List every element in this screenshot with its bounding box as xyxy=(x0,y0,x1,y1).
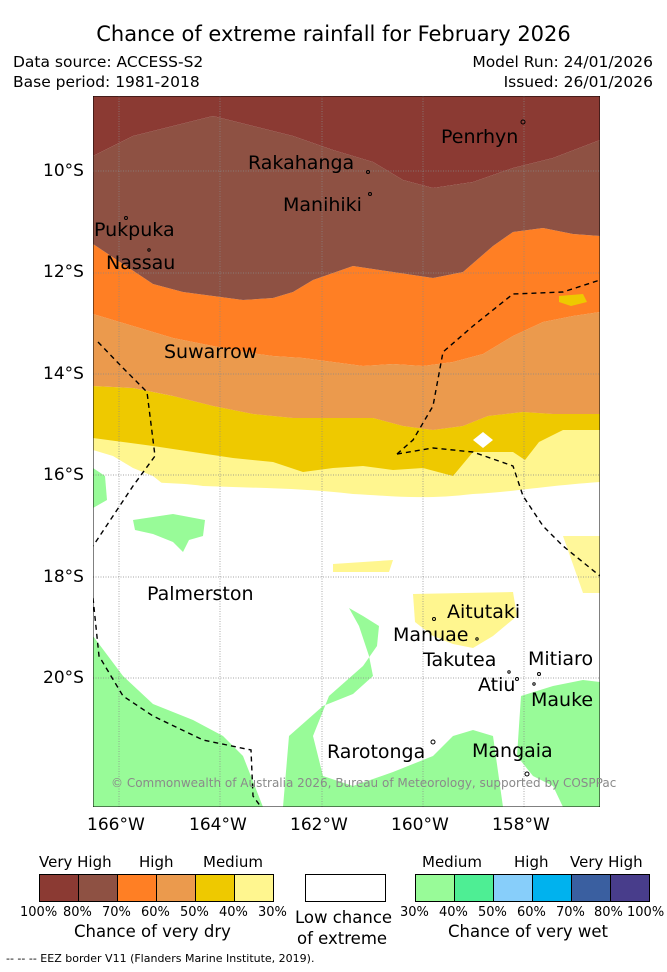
lat-tick-18s: 18°S xyxy=(43,567,84,587)
dry-pct-60: 60% xyxy=(141,905,170,920)
rainfall-map: © Commonwealth of Australia 2026, Bureau… xyxy=(92,95,616,808)
place-label-rakahanga: Rakahanga xyxy=(248,152,355,174)
wet-pct-80: 80% xyxy=(594,905,623,920)
map-title: Chance of extreme rainfall for February … xyxy=(96,22,571,46)
lon-tick-158w: 158°W xyxy=(492,815,550,835)
dry-swatch-6 xyxy=(235,875,273,901)
place-label-atiu: Atiu xyxy=(478,674,516,696)
wet-swatch-2 xyxy=(455,875,494,901)
dry-color-scale xyxy=(39,874,274,902)
dry-swatch-3 xyxy=(118,875,157,901)
dry-pct-80: 80% xyxy=(63,905,92,920)
lat-tick-10s: 10°S xyxy=(43,161,84,181)
data-source: Data source: ACCESS-S2 xyxy=(13,53,204,71)
wet-pct-60: 60% xyxy=(517,905,546,920)
wet-level-very-high: Very High xyxy=(570,853,643,871)
low-chance-caption-2: of extreme xyxy=(297,929,388,948)
place-label-penrhyn: Penrhyn xyxy=(441,126,519,148)
lat-tick-14s: 14°S xyxy=(43,364,84,384)
wet-pct-40: 40% xyxy=(439,905,468,920)
place-label-aitutaki: Aitutaki xyxy=(447,601,521,623)
wet-pct-70: 70% xyxy=(556,905,585,920)
wet-swatch-1 xyxy=(416,875,455,901)
base-period: Base period: 1981-2018 xyxy=(13,73,200,91)
place-label-manihiki: Manihiki xyxy=(283,194,362,216)
lon-tick-164w: 164°W xyxy=(189,815,247,835)
place-label-mauke: Mauke xyxy=(531,689,594,711)
dry-pct-50: 50% xyxy=(180,905,209,920)
wet-swatch-3 xyxy=(494,875,533,901)
wet-pct-30: 30% xyxy=(400,905,429,920)
place-label-rarotonga: Rarotonga xyxy=(327,741,426,763)
lat-tick-16s: 16°S xyxy=(43,465,84,485)
wet-level-medium: Medium xyxy=(422,853,482,871)
wet-pct-100: 100% xyxy=(627,905,665,920)
dry-level-high: High xyxy=(139,853,174,871)
eez-border-note: -- -- -- EEZ border V11 (Flanders Marine… xyxy=(6,952,315,965)
wet-level-high: High xyxy=(514,853,549,871)
place-label-mitiaro: Mitiaro xyxy=(528,648,594,670)
dry-pct-100: 100% xyxy=(20,905,58,920)
wet-swatch-6 xyxy=(611,875,649,901)
lon-tick-162w: 162°W xyxy=(290,815,348,835)
map-canvas xyxy=(92,95,601,808)
low-chance-caption-1: Low chance xyxy=(295,908,393,927)
place-label-pukpuka: Pukpuka xyxy=(94,219,175,241)
lon-tick-166w: 166°W xyxy=(87,815,145,835)
place-label-mangaia: Mangaia xyxy=(472,740,553,762)
wet-color-scale xyxy=(415,874,650,902)
dry-swatch-1 xyxy=(40,875,79,901)
low-chance-swatch xyxy=(305,874,386,902)
wet-pct-50: 50% xyxy=(478,905,507,920)
place-label-manuae: Manuae xyxy=(393,624,469,646)
place-label-nassau: Nassau xyxy=(106,252,176,274)
lat-tick-20s: 20°S xyxy=(43,668,84,688)
place-label-palmerston: Palmerston xyxy=(147,583,254,605)
wet-swatch-5 xyxy=(572,875,611,901)
issued-date: Issued: 26/01/2026 xyxy=(503,73,653,91)
dry-swatch-5 xyxy=(196,875,235,901)
dry-pct-30: 30% xyxy=(258,905,287,920)
lat-tick-12s: 12°S xyxy=(43,262,84,282)
dry-pct-70: 70% xyxy=(102,905,131,920)
model-run: Model Run: 24/01/2026 xyxy=(472,53,653,71)
dry-swatch-4 xyxy=(157,875,196,901)
dry-swatch-2 xyxy=(79,875,118,901)
place-label-takutea: Takutea xyxy=(423,649,497,671)
lon-tick-160w: 160°W xyxy=(391,815,449,835)
place-label-suwarrow: Suwarrow xyxy=(164,341,258,363)
dry-pct-40: 40% xyxy=(219,905,248,920)
dry-level-medium: Medium xyxy=(203,853,263,871)
dry-caption: Chance of very dry xyxy=(74,922,231,941)
dry-level-very-high: Very High xyxy=(39,853,112,871)
wet-swatch-4 xyxy=(533,875,572,901)
copyright-notice: © Commonwealth of Australia 2026, Bureau… xyxy=(111,776,617,790)
wet-caption: Chance of very wet xyxy=(448,922,608,941)
